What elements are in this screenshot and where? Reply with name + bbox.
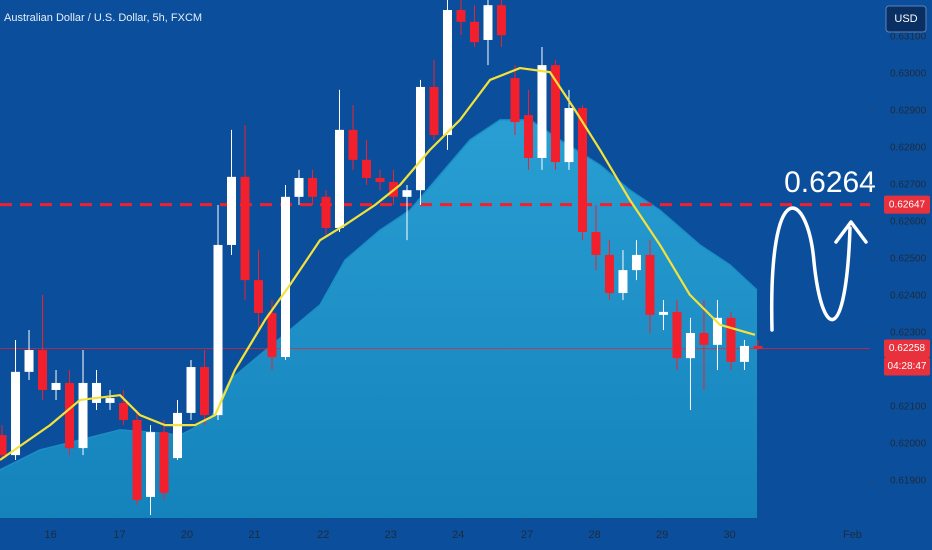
candle-body <box>483 5 493 40</box>
y-tick-label: 0.61900 <box>890 476 927 487</box>
candle-body <box>658 311 668 315</box>
candle-body <box>173 412 183 459</box>
y-tick-label: 0.62800 <box>890 143 927 154</box>
x-tick-label: 22 <box>317 529 329 541</box>
candle-body <box>375 177 385 183</box>
area-fill <box>0 119 758 518</box>
x-tick-label: 17 <box>113 529 125 541</box>
price-label: 0.62647 <box>889 199 926 210</box>
candle-body <box>726 317 736 362</box>
candle-body <box>348 129 358 160</box>
candle-body <box>78 382 88 449</box>
x-tick-label: 28 <box>588 529 600 541</box>
drawn-arrowhead <box>834 220 868 244</box>
y-tick-label: 0.62500 <box>890 254 927 265</box>
candle-body <box>415 86 425 191</box>
chart-title: Australian Dollar / U.S. Dollar, 5h, FXC… <box>4 12 202 24</box>
y-tick-label: 0.62400 <box>890 291 927 302</box>
candle-body <box>294 177 304 197</box>
x-tick-label: 16 <box>44 529 56 541</box>
countdown-box <box>884 357 930 376</box>
y-tick-label: 0.63100 <box>890 32 927 43</box>
candle-body <box>712 317 722 345</box>
candle-body <box>645 254 655 315</box>
y-tick-label: 0.62100 <box>890 402 927 413</box>
candle-body <box>564 108 574 163</box>
candle-body <box>631 254 641 271</box>
drawn-curve <box>769 206 852 332</box>
candle-body <box>672 311 682 359</box>
candle-body <box>699 333 709 345</box>
price-label: 0.62258 <box>889 343 926 354</box>
x-tick-label: 21 <box>248 529 260 541</box>
y-tick-label: 0.62600 <box>890 217 927 228</box>
annotation: 0.6264 <box>784 166 876 199</box>
currency-button[interactable] <box>885 5 927 33</box>
candle-body <box>685 333 695 359</box>
candle-body <box>753 345 763 349</box>
x-tick-label: 23 <box>385 529 397 541</box>
candle-body <box>51 382 61 390</box>
candle-body <box>307 177 317 197</box>
candle-body <box>0 435 7 456</box>
x-tick-label: 20 <box>181 529 193 541</box>
moving-average <box>0 66 756 461</box>
candle-body <box>618 270 628 294</box>
candle-body <box>281 196 291 358</box>
candle-body <box>200 367 210 416</box>
candle-body <box>186 367 196 413</box>
price-label-box <box>884 339 930 358</box>
candle-body <box>550 65 560 163</box>
y-tick-label: 0.62300 <box>890 328 927 339</box>
candle-body <box>591 231 601 255</box>
candle-body <box>119 402 129 420</box>
candle-body <box>65 382 75 449</box>
y-tick-label: 0.62900 <box>890 106 927 117</box>
candle-body <box>92 382 102 403</box>
candle-body <box>402 190 412 197</box>
candle-body <box>510 78 520 123</box>
x-tick-label: Feb <box>843 529 862 541</box>
candle-body <box>577 108 587 232</box>
x-tick-label: 24 <box>452 529 464 541</box>
y-tick-label: 0.63000 <box>890 69 927 80</box>
candle-body <box>523 115 533 158</box>
candle-body <box>227 176 237 245</box>
candle-body <box>604 254 614 294</box>
candle-body <box>321 196 331 228</box>
plot-area <box>0 0 870 518</box>
candle-body <box>254 280 264 314</box>
candle-body <box>334 129 344 228</box>
candle-body <box>496 5 506 36</box>
candle-body <box>429 86 439 136</box>
x-tick-label: 27 <box>521 529 533 541</box>
y-tick-label: 0.62000 <box>890 439 927 450</box>
candle-body <box>361 159 371 178</box>
candle-body <box>11 371 21 456</box>
countdown: 04:28:47 <box>888 361 927 372</box>
x-tick-label: 29 <box>656 529 668 541</box>
candle-body <box>240 176 250 281</box>
candle-body <box>132 419 142 500</box>
candle-body <box>469 21 479 43</box>
y-tick-label: 0.62700 <box>890 180 927 191</box>
currency-label[interactable]: USD <box>894 13 917 25</box>
candle-body <box>146 432 156 497</box>
candle-body <box>38 350 48 390</box>
candle-body <box>456 9 466 22</box>
candle-body <box>537 65 547 158</box>
candle-body <box>105 398 115 403</box>
candle-body <box>442 9 452 136</box>
candle-body <box>213 244 223 416</box>
candle-body <box>24 350 34 372</box>
price-label-box <box>884 195 930 214</box>
x-tick-label: 30 <box>723 529 735 541</box>
candle-body <box>739 345 749 362</box>
candle-body <box>159 432 169 493</box>
candle-body <box>267 313 277 358</box>
